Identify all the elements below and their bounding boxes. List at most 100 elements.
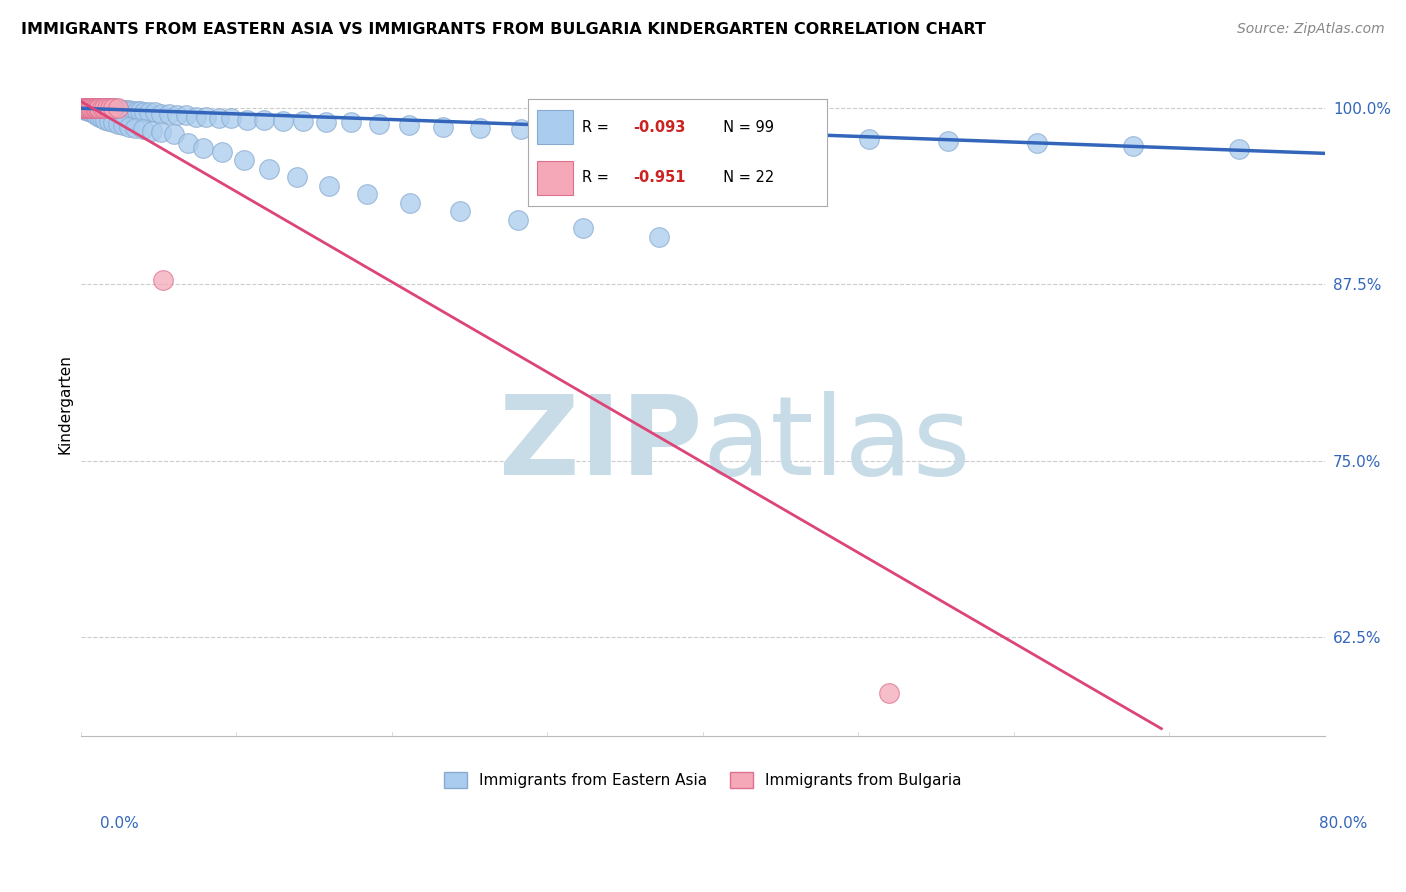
Point	[554, 124, 576, 138]
Point	[84, 101, 107, 115]
Point	[232, 153, 254, 168]
Point	[77, 101, 100, 115]
Point	[79, 101, 101, 115]
Point	[70, 101, 93, 115]
Point	[114, 103, 136, 117]
Point	[398, 118, 420, 132]
Point	[399, 195, 422, 210]
Point	[877, 686, 900, 700]
Point	[132, 122, 155, 136]
Point	[285, 170, 308, 185]
Point	[605, 125, 627, 139]
Point	[107, 103, 129, 117]
Point	[118, 103, 141, 117]
Point	[76, 101, 98, 115]
Point	[84, 101, 107, 115]
Point	[80, 101, 103, 115]
Point	[166, 108, 188, 122]
Point	[79, 103, 101, 118]
Point	[80, 101, 103, 115]
Point	[86, 101, 108, 115]
Point	[118, 120, 141, 134]
Point	[1227, 142, 1250, 156]
Point	[221, 111, 243, 125]
Point	[89, 101, 111, 115]
Point	[91, 101, 114, 115]
Point	[80, 101, 103, 115]
Point	[195, 110, 218, 124]
Point	[291, 114, 314, 128]
Point	[236, 112, 259, 127]
Text: Source: ZipAtlas.com: Source: ZipAtlas.com	[1237, 22, 1385, 37]
Text: 80.0%: 80.0%	[1319, 816, 1367, 831]
Text: ZIP: ZIP	[499, 391, 703, 498]
Point	[121, 103, 143, 118]
Point	[506, 212, 529, 227]
Legend: Immigrants from Eastern Asia, Immigrants from Bulgaria: Immigrants from Eastern Asia, Immigrants…	[437, 766, 967, 794]
Point	[163, 127, 186, 141]
Point	[94, 101, 117, 115]
Point	[100, 101, 122, 115]
Point	[658, 127, 681, 141]
Point	[77, 101, 100, 115]
Point	[101, 115, 124, 129]
Point	[77, 101, 100, 115]
Point	[94, 112, 117, 127]
Point	[80, 105, 103, 120]
Y-axis label: Kindergarten: Kindergarten	[58, 354, 72, 454]
Point	[98, 101, 121, 115]
Point	[86, 101, 108, 115]
Point	[84, 108, 107, 122]
Point	[271, 114, 294, 128]
Point	[72, 101, 94, 115]
Point	[83, 101, 105, 115]
Point	[75, 101, 97, 115]
Point	[125, 103, 148, 118]
Point	[368, 117, 391, 131]
Point	[720, 128, 742, 142]
Point	[1122, 139, 1144, 153]
Point	[72, 101, 94, 115]
Point	[75, 101, 97, 115]
Point	[184, 110, 207, 124]
Point	[91, 111, 114, 125]
Point	[936, 134, 959, 148]
Point	[91, 101, 114, 115]
Point	[143, 105, 166, 120]
Point	[152, 273, 174, 287]
Point	[858, 132, 880, 146]
Point	[76, 101, 98, 115]
Point	[75, 101, 97, 115]
Point	[253, 112, 276, 127]
Text: IMMIGRANTS FROM EASTERN ASIA VS IMMIGRANTS FROM BULGARIA KINDERGARTEN CORRELATIO: IMMIGRANTS FROM EASTERN ASIA VS IMMIGRAN…	[21, 22, 986, 37]
Point	[76, 103, 98, 117]
Point	[150, 125, 173, 139]
Point	[75, 103, 97, 117]
Point	[83, 101, 105, 115]
Point	[648, 229, 671, 244]
Point	[79, 101, 101, 115]
Point	[89, 101, 111, 115]
Point	[98, 101, 121, 115]
Point	[111, 103, 134, 117]
Point	[72, 101, 94, 115]
Point	[134, 105, 156, 120]
Point	[83, 107, 105, 121]
Point	[108, 103, 131, 117]
Point	[157, 107, 180, 121]
Point	[82, 101, 104, 115]
Point	[257, 161, 280, 176]
Point	[174, 108, 197, 122]
Point	[90, 101, 112, 115]
Point	[82, 101, 104, 115]
Point	[89, 110, 111, 124]
Point	[77, 101, 100, 115]
Point	[449, 204, 471, 219]
Point	[150, 107, 173, 121]
Point	[509, 122, 531, 136]
Point	[97, 114, 120, 128]
Point	[107, 117, 129, 131]
Point	[470, 120, 492, 135]
Point	[318, 178, 340, 193]
Point	[211, 145, 233, 159]
